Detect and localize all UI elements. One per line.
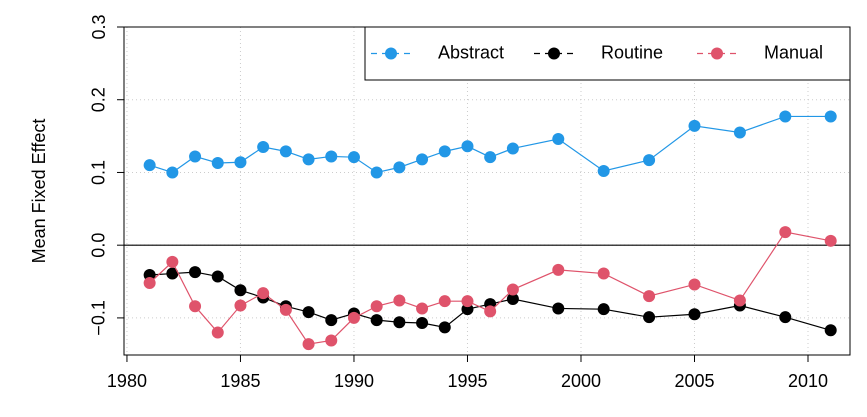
data-point bbox=[370, 300, 383, 313]
x-tick-label: 1985 bbox=[220, 371, 260, 391]
data-point bbox=[779, 226, 792, 239]
legend-marker bbox=[711, 47, 723, 60]
data-point bbox=[643, 311, 656, 324]
x-tick-label: 2005 bbox=[674, 371, 714, 391]
data-point bbox=[325, 314, 338, 327]
y-tick-label: 0.3 bbox=[89, 14, 109, 39]
data-point bbox=[779, 110, 792, 123]
data-point bbox=[370, 314, 383, 327]
data-point bbox=[688, 119, 701, 132]
data-point bbox=[189, 150, 202, 163]
y-tick-label: 0.1 bbox=[89, 160, 109, 185]
data-point bbox=[506, 283, 519, 296]
y-tick-label: 0.2 bbox=[89, 87, 109, 112]
data-point bbox=[370, 166, 383, 179]
data-point bbox=[597, 165, 610, 177]
y-axis-label: Mean Fixed Effect bbox=[29, 119, 49, 264]
data-point bbox=[506, 142, 519, 155]
data-point bbox=[438, 145, 451, 158]
data-point bbox=[325, 150, 338, 163]
data-point bbox=[688, 308, 701, 321]
data-point bbox=[597, 303, 610, 316]
data-point bbox=[484, 151, 497, 164]
data-point bbox=[211, 326, 224, 339]
data-point bbox=[189, 266, 202, 279]
legend-marker bbox=[548, 47, 560, 60]
data-point bbox=[211, 270, 224, 283]
data-point bbox=[506, 293, 519, 305]
data-point bbox=[461, 295, 474, 308]
y-tick-label: 0.0 bbox=[89, 233, 109, 258]
y-tick-label: −0.1 bbox=[89, 300, 109, 336]
data-point bbox=[552, 263, 565, 276]
data-point bbox=[552, 133, 565, 145]
data-point bbox=[279, 303, 292, 316]
data-point bbox=[211, 157, 224, 169]
x-tick-label: 2000 bbox=[561, 371, 601, 391]
data-point bbox=[143, 277, 156, 289]
data-point bbox=[257, 141, 270, 153]
data-point bbox=[166, 166, 179, 179]
data-point bbox=[166, 267, 179, 280]
data-point bbox=[234, 299, 247, 312]
data-point bbox=[302, 338, 315, 351]
legend-marker bbox=[385, 47, 397, 60]
legend-box bbox=[364, 26, 851, 81]
x-tick-label: 1980 bbox=[107, 371, 147, 391]
data-point bbox=[552, 302, 565, 315]
x-tick-label: 1990 bbox=[334, 371, 374, 391]
data-point bbox=[438, 295, 451, 308]
data-point bbox=[643, 290, 656, 303]
data-point bbox=[325, 334, 338, 347]
data-point bbox=[438, 321, 451, 334]
data-point bbox=[779, 311, 792, 324]
series-line bbox=[149, 231, 831, 345]
data-point bbox=[279, 145, 292, 158]
data-point bbox=[347, 311, 360, 324]
data-point bbox=[143, 159, 156, 172]
data-point bbox=[302, 153, 315, 166]
data-point bbox=[302, 306, 315, 319]
x-tick-label: 1995 bbox=[447, 371, 487, 391]
data-point bbox=[688, 278, 701, 291]
data-point bbox=[257, 287, 270, 300]
data-point bbox=[234, 156, 247, 169]
data-point bbox=[166, 255, 179, 268]
series-line bbox=[149, 115, 831, 174]
data-point bbox=[393, 294, 406, 307]
data-point bbox=[824, 324, 837, 337]
legend-label: Abstract bbox=[438, 42, 504, 62]
data-point bbox=[643, 154, 656, 167]
data-point bbox=[733, 126, 746, 139]
data-point bbox=[733, 294, 746, 307]
data-point bbox=[824, 110, 837, 123]
data-point bbox=[484, 305, 497, 318]
data-point bbox=[234, 284, 247, 297]
x-tick-label: 2010 bbox=[788, 371, 828, 391]
data-point bbox=[416, 302, 429, 315]
data-point bbox=[824, 234, 837, 247]
data-point bbox=[416, 317, 429, 329]
data-point bbox=[347, 151, 360, 164]
legend-label: Manual bbox=[764, 42, 823, 62]
data-point bbox=[416, 153, 429, 166]
data-point bbox=[393, 316, 406, 329]
data-point bbox=[461, 140, 474, 153]
data-point bbox=[393, 161, 406, 174]
legend-label: Routine bbox=[601, 42, 663, 62]
data-point bbox=[189, 300, 202, 313]
data-point bbox=[597, 267, 610, 280]
